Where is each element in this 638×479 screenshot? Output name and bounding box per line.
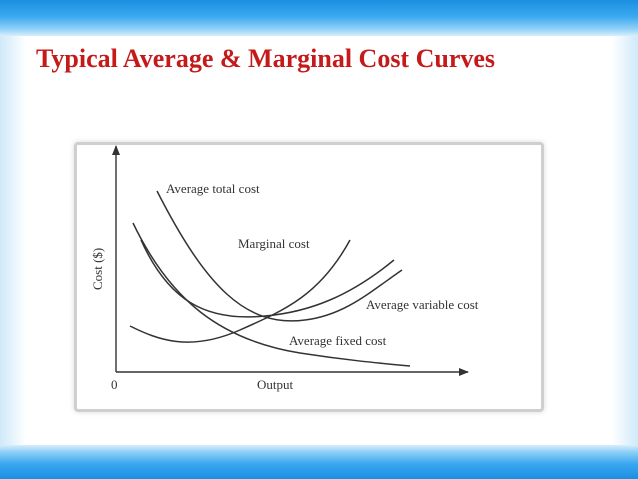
average-total-cost-label: Average total cost bbox=[166, 181, 260, 196]
right-glow bbox=[612, 36, 638, 445]
average-fixed-cost-curve bbox=[132, 222, 411, 367]
marginal-cost-label: Marginal cost bbox=[238, 236, 310, 251]
average-variable-cost-label: Average variable cost bbox=[366, 297, 479, 312]
x-axis-label: Output bbox=[257, 377, 294, 392]
average-total-cost-curve bbox=[156, 190, 403, 322]
marginal-cost-curve bbox=[129, 239, 351, 343]
y-axis-label: Cost ($) bbox=[90, 248, 105, 290]
bottom-decorative-band bbox=[0, 445, 638, 479]
slide-title: Typical Average & Marginal Cost Curves bbox=[36, 44, 496, 73]
origin-label: 0 bbox=[111, 377, 118, 392]
top-decorative-band bbox=[0, 0, 638, 36]
cost-curves-figure bbox=[74, 142, 544, 412]
average-variable-cost-curve bbox=[140, 239, 395, 318]
average-fixed-cost-label: Average fixed cost bbox=[289, 333, 387, 348]
left-glow bbox=[0, 36, 26, 445]
